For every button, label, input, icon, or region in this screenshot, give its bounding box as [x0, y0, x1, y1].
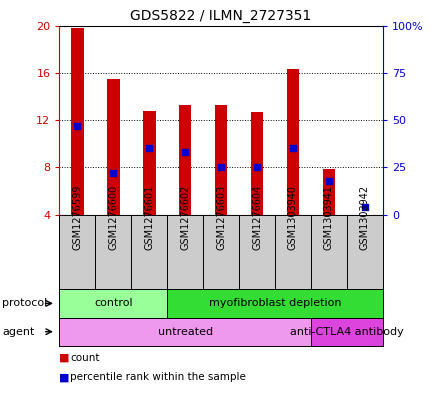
Text: untreated: untreated [158, 327, 213, 337]
Bar [107, 79, 120, 215]
Text: GSM1276601: GSM1276601 [144, 185, 154, 250]
Text: GSM1276600: GSM1276600 [108, 185, 118, 250]
Point [253, 164, 260, 171]
Point [182, 149, 189, 155]
Bar [251, 112, 263, 215]
Bar [143, 110, 155, 215]
Point [146, 145, 153, 152]
Bar [311, 318, 383, 346]
Text: GSM1303940: GSM1303940 [288, 185, 298, 250]
Text: ■: ■ [59, 353, 70, 363]
Text: GSM1276602: GSM1276602 [180, 185, 190, 250]
Text: GSM1276604: GSM1276604 [252, 185, 262, 250]
Point [74, 123, 81, 129]
Text: percentile rank within the sample: percentile rank within the sample [70, 372, 246, 382]
Text: myofibroblast depletion: myofibroblast depletion [209, 298, 341, 309]
Text: GSM1276603: GSM1276603 [216, 185, 226, 250]
Bar [287, 69, 299, 215]
Text: control: control [94, 298, 132, 309]
Bar [215, 105, 227, 215]
Text: count: count [70, 353, 100, 363]
Bar [59, 289, 167, 318]
Text: protocol: protocol [2, 298, 48, 309]
Point [361, 204, 368, 210]
Bar [59, 318, 311, 346]
Bar [71, 28, 84, 215]
Bar [167, 289, 383, 318]
Text: GSM1303942: GSM1303942 [360, 185, 370, 250]
Text: agent: agent [2, 327, 35, 337]
Point [326, 177, 333, 184]
Text: GSM1276599: GSM1276599 [72, 185, 82, 250]
Text: GSM1303941: GSM1303941 [324, 185, 334, 250]
Text: ■: ■ [59, 372, 70, 382]
Bar [323, 169, 335, 215]
Point [110, 170, 117, 176]
Text: anti-CTLA4 antibody: anti-CTLA4 antibody [290, 327, 404, 337]
Bar [179, 105, 191, 215]
Title: GDS5822 / ILMN_2727351: GDS5822 / ILMN_2727351 [131, 9, 312, 23]
Point [218, 164, 225, 171]
Point [290, 145, 297, 152]
